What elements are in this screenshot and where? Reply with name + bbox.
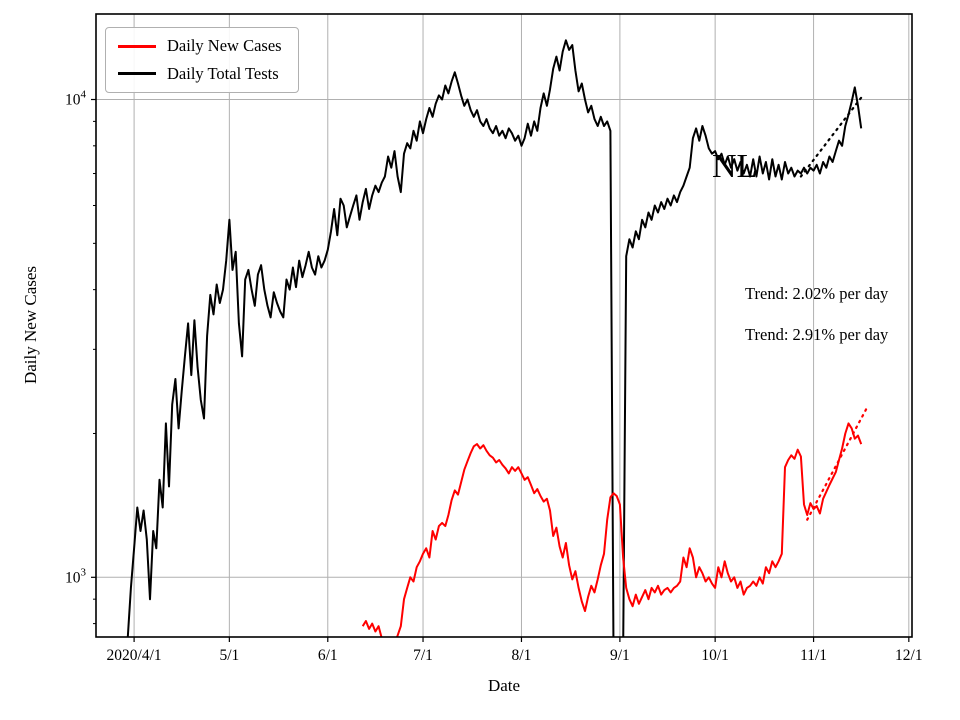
trend-cases-annotation: Trend: 2.91% per day (745, 325, 889, 344)
x-tick-label: 6/1 (318, 647, 338, 664)
legend-item-daily-new-cases: Daily New Cases (118, 36, 282, 55)
plot-border (95, 13, 913, 638)
x-tick-label: 12/1 (895, 647, 923, 664)
trend-line-cases-trend (806, 405, 869, 521)
x-tick-label: 11/1 (800, 647, 827, 664)
red-line-swatch (118, 44, 156, 48)
x-tick-label: 10/1 (701, 647, 729, 664)
trend-tests-annotation: Trend: 2.02% per day (745, 284, 889, 303)
series-daily-new-cases (361, 422, 863, 637)
x-tick-label: 8/1 (512, 647, 532, 664)
legend-label-daily-new-cases: Daily New Cases (167, 36, 282, 55)
series-daily-total-tests (126, 39, 863, 637)
x-axis-label: Date (487, 676, 521, 695)
y-axis-label: Daily New Cases (21, 265, 40, 385)
black-line-swatch (118, 72, 156, 76)
legend-item-daily-total-tests: Daily Total Tests (118, 63, 282, 83)
x-tick-label: 9/1 (610, 647, 630, 664)
trend-line-tests-trend (799, 96, 863, 178)
x-tick-label: 5/1 (219, 647, 239, 664)
x-tick-label: 7/1 (413, 647, 433, 664)
x-tick-label: 2020/4/1 (107, 647, 162, 664)
y-tick-label: 103 (65, 566, 87, 586)
legend: Daily New Cases Daily Total Tests (105, 27, 299, 93)
y-tick-label: 104 (65, 89, 87, 109)
legend-label-daily-total-tests: Daily Total Tests (167, 63, 279, 83)
country-code-annotation: NL (712, 148, 758, 185)
